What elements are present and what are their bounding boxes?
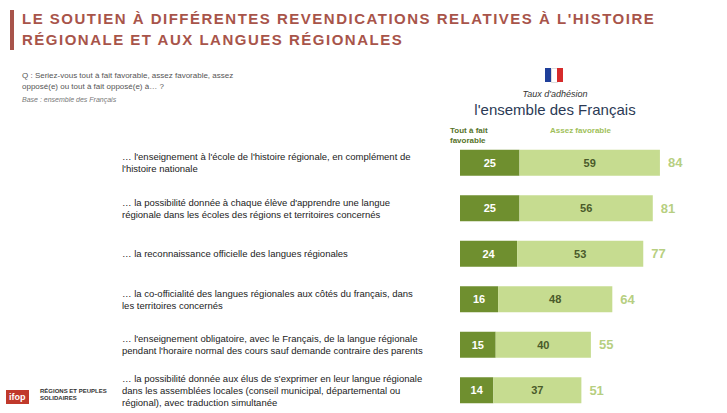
svg-text:… la co-officialité des langue: … la co-officialité des langues régional…: [122, 288, 415, 299]
svg-text:16: 16: [473, 293, 485, 305]
html-text:ifop: ifop: [9, 392, 26, 402]
svg-text:25: 25: [484, 202, 496, 214]
svg-text:pendant l'horaire normal des c: pendant l'horaire normal des cours sauf …: [122, 345, 423, 356]
svg-text:40: 40: [537, 339, 549, 351]
svg-text:56: 56: [580, 202, 592, 214]
svg-text:37: 37: [531, 384, 543, 396]
svg-text:77: 77: [651, 246, 665, 261]
svg-text:les territoires concernés: les territoires concernés: [122, 300, 223, 311]
svg-text:… l'enseignement obligatoire,: … l'enseignement obligatoire, avec le Fr…: [122, 333, 420, 344]
svg-text:51: 51: [589, 383, 603, 398]
svg-text:régionale dans les écoles des: régionale dans les écoles des régions et…: [122, 209, 380, 220]
svg-text:… la reconnaissance officielle: … la reconnaissance officielle des langu…: [122, 248, 348, 259]
svg-text:Assez favorable: Assez favorable: [550, 126, 611, 135]
svg-text:… la possibilité donnée à chaq: … la possibilité donnée à chaque élève d…: [122, 197, 393, 208]
svg-text:… la possibilité donnée aux él: … la possibilité donnée aux élus de s'ex…: [122, 373, 425, 384]
svg-text:l'histoire nationale: l'histoire nationale: [122, 163, 198, 174]
svg-text:59: 59: [584, 157, 596, 169]
svg-text:régional), avec traduction sim: régional), avec traduction simultanée: [122, 397, 277, 408]
svg-text:24: 24: [482, 248, 495, 260]
svg-text:84: 84: [668, 155, 683, 170]
html-text:Taux d'adhésion: Taux d'adhésion: [522, 89, 588, 99]
svg-text:25: 25: [484, 157, 496, 169]
svg-text:48: 48: [549, 293, 561, 305]
html-text:RÉGIONS ET PEUPLES SOLIDAIRES: RÉGIONS ET PEUPLES SOLIDAIRES: [40, 388, 107, 401]
svg-text:64: 64: [620, 292, 635, 307]
svg-text:15: 15: [472, 339, 484, 351]
svg-text:55: 55: [599, 337, 613, 352]
svg-text:Tout à fait: Tout à fait: [450, 126, 490, 135]
svg-text:81: 81: [661, 201, 675, 216]
svg-text:dans les assemblées locales (c: dans les assemblées locales (conseil mun…: [122, 385, 403, 396]
svg-text:14: 14: [471, 384, 484, 396]
html-text:Base : ensemble des Français: Base : ensemble des Français: [22, 96, 117, 103]
html-text:LE SOUTIEN À DIFFÉRENTES REVEN: LE SOUTIEN À DIFFÉRENTES REVENDICATIONS …: [22, 10, 656, 48]
html-text:Q : Seriez-vous tout à fait fa: Q : Seriez-vous tout à fait favorable, a…: [22, 71, 234, 91]
html-text:l'ensemble des Français: l'ensemble des Français: [474, 101, 636, 118]
svg-text:… l'enseignement à l'école de: … l'enseignement à l'école de l'histoire…: [122, 151, 413, 162]
svg-text:favorable: favorable: [450, 136, 486, 145]
svg-text:53: 53: [574, 248, 586, 260]
